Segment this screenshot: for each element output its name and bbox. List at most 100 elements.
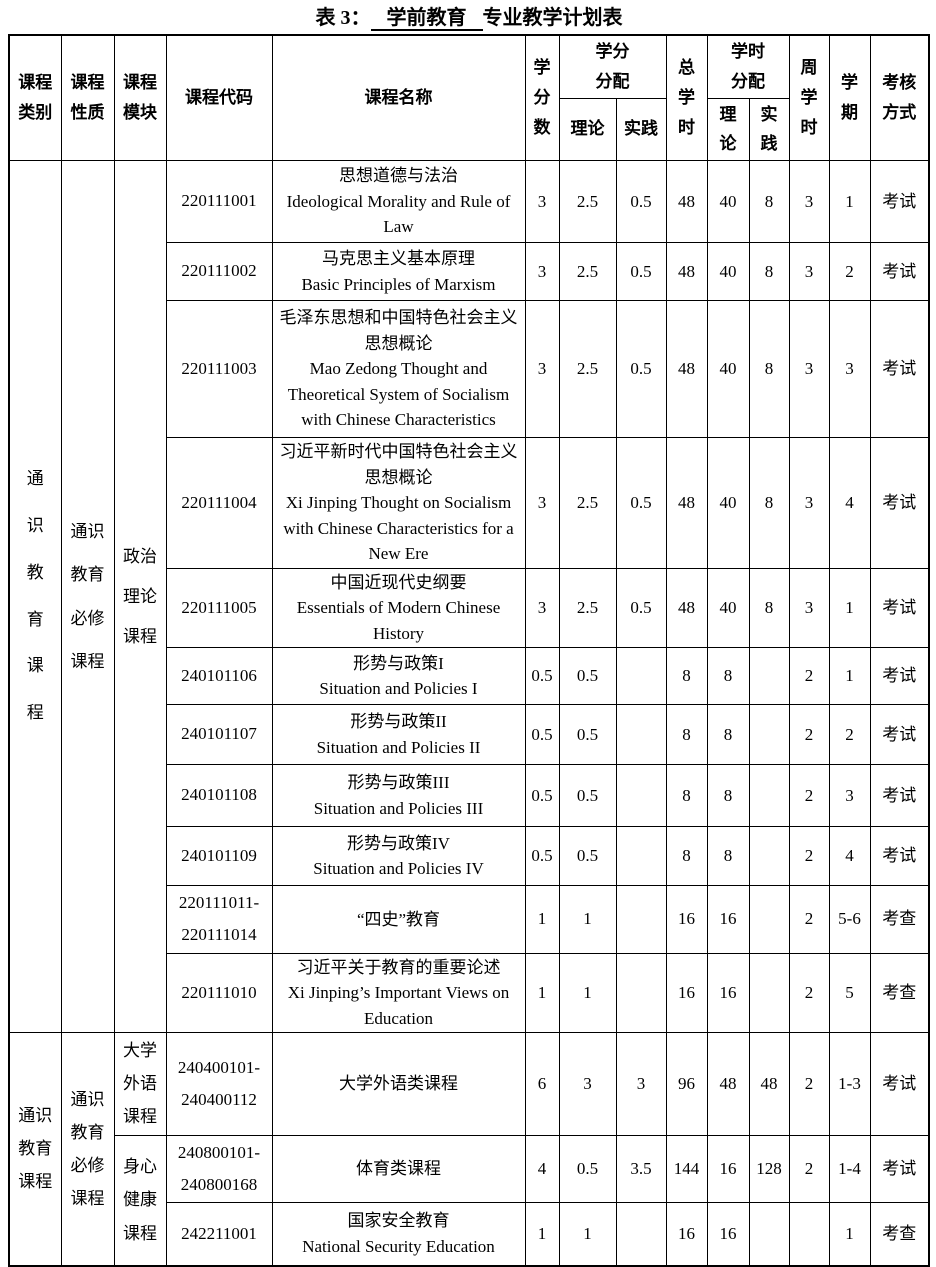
cell-weekly-hours: 2 — [788, 764, 830, 827]
col-header-total-hours: 总 学 时 — [665, 34, 708, 161]
cell-total-hours: 8 — [665, 647, 708, 705]
cell-course-name: 形势与政策III Situation and Policies III — [271, 764, 526, 827]
cell-assessment: 考试 — [869, 1032, 930, 1136]
cell-credit-theory: 2.5 — [558, 567, 617, 648]
cell-semester: 4 — [828, 826, 871, 886]
cell-credit-practice: 0.5 — [615, 300, 667, 438]
cell-hour-theory: 16 — [706, 1134, 750, 1204]
cell-credits: 1 — [524, 1202, 560, 1267]
course-name-zh: 马克思主义基本原理 — [322, 249, 475, 268]
cell-course-code: 240400101- 240400112 — [165, 1032, 273, 1136]
section2-category-general-education: 通识 教育 课程 — [8, 1032, 62, 1267]
course-name-zh: 毛泽东思想和中国特色社会主义思想概论 — [279, 308, 518, 353]
cell-hour-theory: 40 — [706, 567, 750, 648]
cell-hour-practice: 128 — [748, 1134, 790, 1204]
cell-hour-theory: 40 — [706, 437, 750, 569]
cell-weekly-hours: 2 — [788, 952, 830, 1034]
cell-credit-practice — [615, 885, 667, 954]
cell-weekly-hours: 3 — [788, 567, 830, 648]
cell-course-code: 240101107 — [165, 704, 273, 765]
cell-hour-theory: 40 — [706, 300, 750, 438]
table-row: 240101109 形势与政策IV Situation and Policies… — [9, 826, 930, 886]
cell-total-hours: 96 — [665, 1032, 708, 1136]
cell-weekly-hours — [788, 1202, 830, 1267]
table-row: 通 识 教 育 课 程 通识 教育 必修 课程 政治 理论 课程 2201110… — [8, 159, 930, 1034]
cell-course-name: 习近平关于教育的重要论述 Xi Jinping’s Important View… — [271, 952, 526, 1034]
section2-nature-general-required: 通识 教育 必修 课程 — [60, 1032, 115, 1267]
course-name-en: National Security Education — [302, 1236, 495, 1256]
cell-weekly-hours: 2 — [788, 826, 830, 886]
cell-weekly-hours: 3 — [788, 242, 830, 301]
cell-semester: 4 — [828, 437, 871, 569]
course-name-zh: 大学外语类课程 — [339, 1074, 458, 1094]
cell-hour-practice: 8 — [748, 242, 790, 301]
cell-hour-theory: 16 — [706, 952, 750, 1034]
cell-hour-theory: 16 — [706, 885, 750, 954]
cell-weekly-hours: 2 — [788, 704, 830, 765]
cell-semester: 2 — [828, 242, 871, 301]
title-prefix: 表 3： — [315, 7, 371, 29]
cell-course-name: “四史”教育 — [271, 885, 526, 954]
cell-credit-theory: 1 — [558, 885, 617, 954]
col-header-semester: 学 期 — [828, 34, 871, 161]
cell-total-hours: 48 — [665, 160, 708, 243]
cell-credits: 6 — [524, 1032, 560, 1136]
cell-credit-practice — [615, 952, 667, 1034]
cell-credit-theory: 0.5 — [558, 1134, 617, 1204]
cell-credit-practice: 0.5 — [615, 242, 667, 301]
cell-weekly-hours: 2 — [788, 647, 830, 705]
course-name-zh: 国家安全教育 — [347, 1211, 450, 1231]
cell-course-code: 220111010 — [165, 952, 273, 1034]
cell-credits: 0.5 — [524, 764, 560, 827]
cell-total-hours: 8 — [665, 764, 708, 827]
cell-total-hours: 16 — [665, 1202, 708, 1267]
table-row: 220111003 毛泽东思想和中国特色社会主义思想概论 Mao Zedong … — [9, 300, 930, 438]
cell-hour-theory: 8 — [706, 764, 750, 827]
course-name-en: Situation and Policies IV — [313, 859, 484, 878]
course-name-zh: 形势与政策II — [350, 712, 447, 731]
cell-course-name: 中国近现代史纲要 Essentials of Modern Chinese Hi… — [271, 567, 526, 648]
cell-semester: 1 — [828, 160, 871, 243]
cell-credit-practice — [615, 647, 667, 705]
cell-weekly-hours: 3 — [788, 160, 830, 243]
section1-category-general-education: 通 识 教 育 课 程 — [8, 159, 62, 1034]
cell-credits: 1 — [524, 952, 560, 1034]
cell-total-hours: 144 — [665, 1134, 708, 1204]
cell-semester: 2 — [828, 704, 871, 765]
cell-course-code: 240101108 — [165, 764, 273, 827]
course-name-en: Situation and Policies I — [319, 679, 478, 698]
cell-semester: 5 — [828, 952, 871, 1034]
cell-hour-practice — [748, 764, 790, 827]
course-name-zh: 习近平关于教育的重要论述 — [296, 957, 501, 977]
cell-hour-practice — [748, 826, 790, 886]
table-row: 身心 健康 课程 240800101- 240800168 体育类课程 4 0.… — [9, 1134, 930, 1267]
cell-credit-practice: 3.5 — [615, 1134, 667, 1204]
cell-total-hours: 16 — [665, 952, 708, 1034]
cell-course-name: 形势与政策II Situation and Policies II — [271, 704, 526, 765]
cell-hour-practice: 8 — [748, 567, 790, 648]
cell-credits: 0.5 — [524, 647, 560, 705]
cell-hour-theory: 8 — [706, 647, 750, 705]
course-name-en: Xi Jinping Thought on Socialism with Chi… — [283, 493, 514, 563]
course-name-en: Mao Zedong Thought and Theoretical Syste… — [287, 359, 510, 430]
table-row: 240101107 形势与政策II Situation and Policies… — [9, 704, 930, 765]
course-name-zh: 形势与政策III — [347, 773, 450, 792]
cell-credit-practice: 0.5 — [615, 437, 667, 569]
cell-credit-theory: 0.5 — [558, 826, 617, 886]
cell-semester: 1-4 — [828, 1134, 871, 1204]
cell-semester: 3 — [828, 764, 871, 827]
cell-course-name: 习近平新时代中国特色社会主义思想概论 Xi Jinping Thought on… — [271, 437, 526, 569]
cell-course-name: 国家安全教育 National Security Education — [271, 1202, 526, 1267]
cell-hour-practice: 8 — [748, 160, 790, 243]
cell-credit-theory: 2.5 — [558, 437, 617, 569]
col-header-course-code: 课程代码 — [165, 34, 273, 161]
cell-hour-practice — [748, 952, 790, 1034]
cell-course-code: 220111004 — [165, 437, 273, 569]
cell-credits: 1 — [524, 885, 560, 954]
col-header-weekly-hours: 周 学 时 — [788, 34, 830, 161]
cell-course-code: 220111001 — [165, 160, 273, 243]
cell-hour-practice — [748, 885, 790, 954]
cell-credit-theory: 1 — [558, 952, 617, 1034]
cell-course-name: 马克思主义基本原理 Basic Principles of Marxism — [271, 242, 526, 301]
